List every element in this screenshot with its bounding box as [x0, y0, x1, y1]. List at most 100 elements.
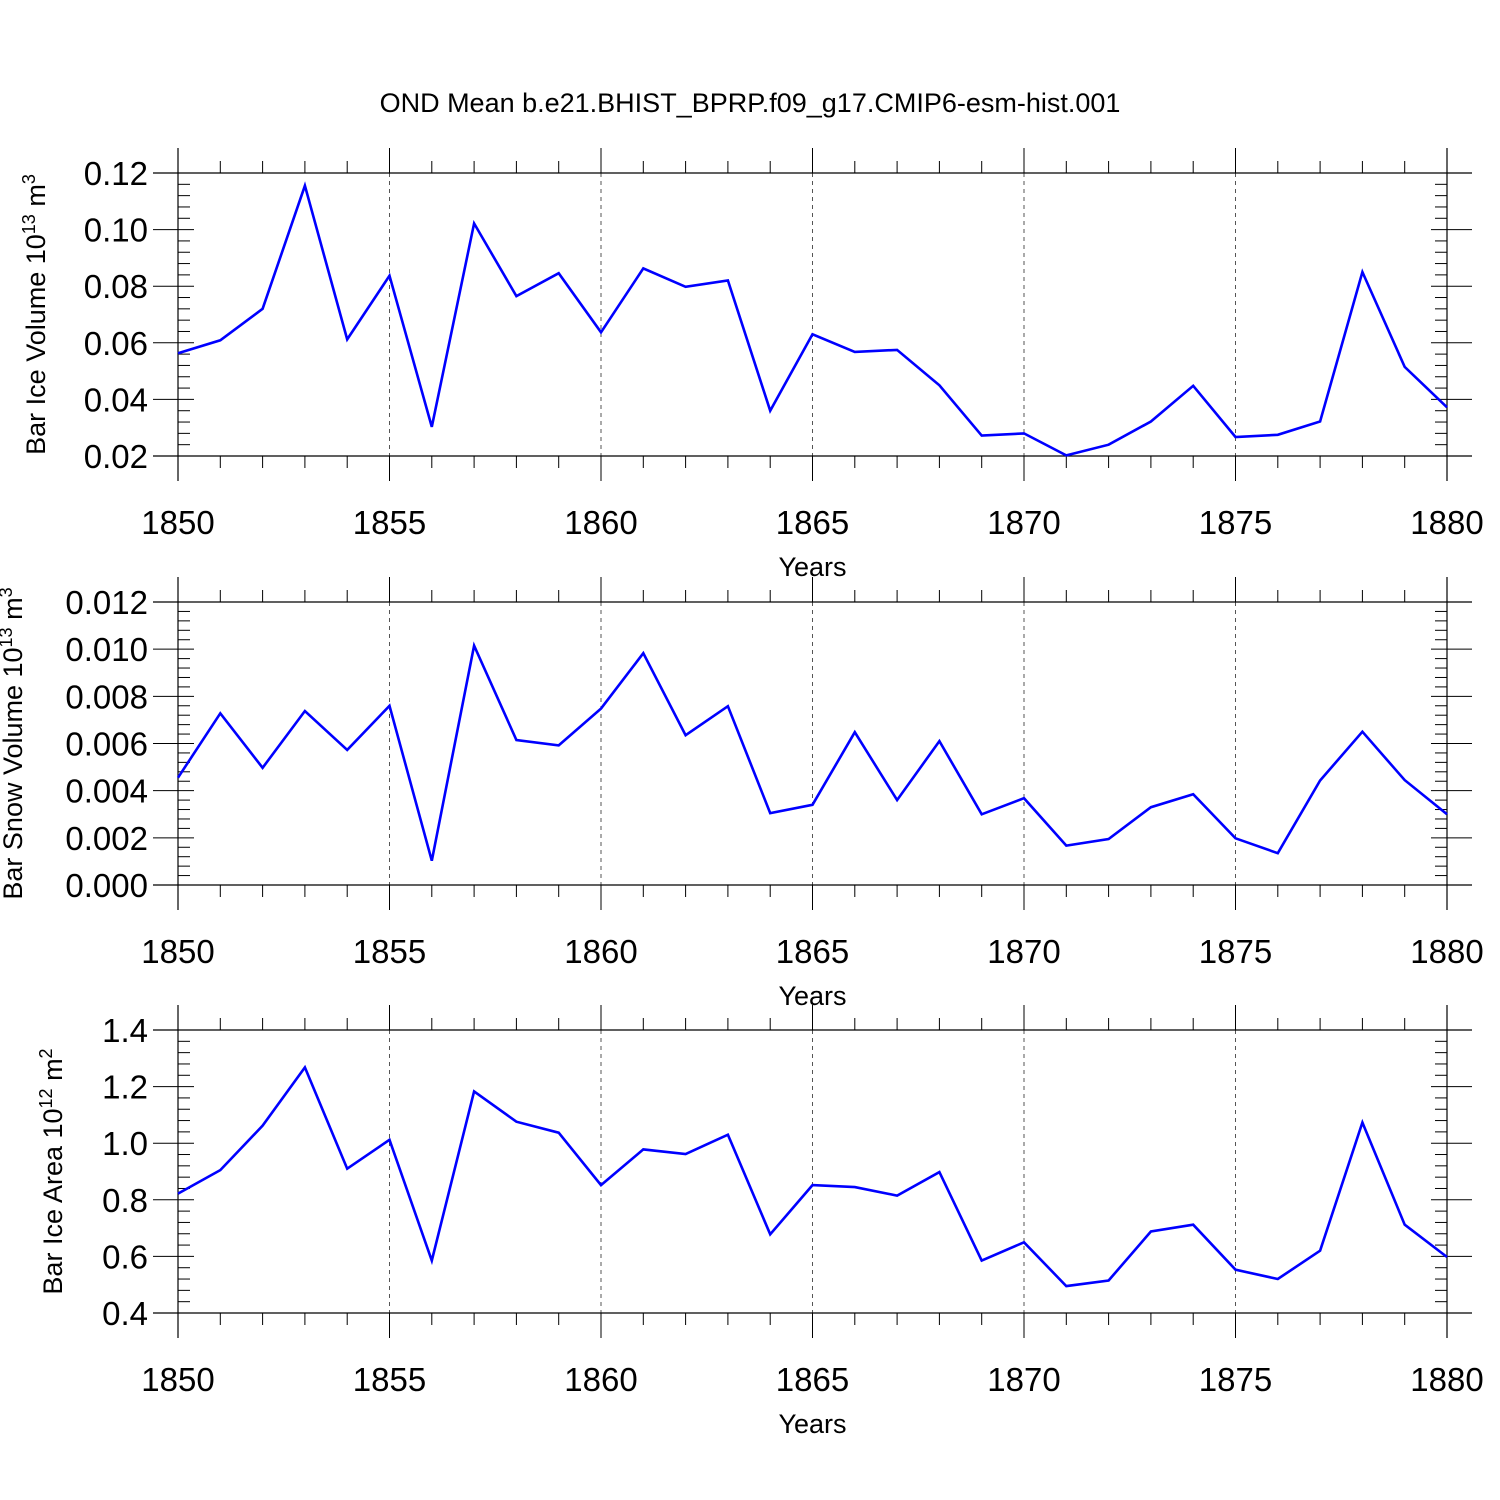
data-point	[473, 644, 476, 647]
data-point	[1446, 406, 1449, 409]
data-point	[388, 274, 391, 277]
x-tick-label: 1865	[776, 1361, 849, 1398]
data-point	[388, 1139, 391, 1142]
data-point	[1192, 385, 1195, 388]
x-tick-label: 1855	[353, 1361, 426, 1398]
data-point	[1065, 1285, 1068, 1288]
data-point	[1107, 1279, 1110, 1282]
data-point	[600, 331, 603, 334]
x-tick-label: 1875	[1199, 1361, 1272, 1398]
data-point	[304, 1066, 307, 1069]
y-tick-label: 0.02	[84, 438, 148, 475]
data-point	[684, 285, 687, 288]
data-point	[769, 812, 772, 815]
data-point	[811, 1184, 814, 1187]
data-point	[1403, 1223, 1406, 1226]
y-tick-label: 0.12	[84, 155, 148, 192]
data-point	[177, 776, 180, 779]
y-axis-label: Bar Ice Volume 1013 m3	[19, 174, 51, 455]
data-point	[854, 1186, 857, 1189]
data-point	[727, 279, 730, 282]
x-axis-label: Years	[778, 1409, 846, 1439]
data-point	[177, 352, 180, 355]
x-tick-label: 1865	[776, 933, 849, 970]
y-tick-label: 0.004	[65, 773, 148, 810]
y-tick-label: 0.08	[84, 268, 148, 305]
data-point	[1403, 779, 1406, 782]
data-point	[1361, 730, 1364, 733]
data-point	[1277, 433, 1280, 436]
data-point	[727, 1133, 730, 1136]
data-point	[515, 739, 518, 742]
x-tick-label: 1850	[141, 1361, 214, 1398]
data-point	[515, 1120, 518, 1123]
data-point	[600, 1184, 603, 1187]
y-tick-label: 0.04	[84, 381, 148, 418]
y-tick-label: 0.06	[84, 325, 148, 362]
y-tick-label: 0.010	[65, 631, 148, 668]
panels: 1850 1855 1860 1865 1870 1875 1880 0.02 0.04 0.06…	[0, 148, 1484, 1439]
data-point	[1319, 779, 1322, 782]
panel-2: 1850 1855 1860 1865 1870 1875 1880 0.000 0.002 0.…	[0, 577, 1484, 1011]
x-tick-label: 1865	[776, 504, 849, 541]
data-point	[557, 272, 560, 275]
data-point	[1023, 432, 1026, 435]
data-point	[304, 184, 307, 187]
data-point	[811, 333, 814, 336]
data-point	[1065, 844, 1068, 847]
data-point	[684, 734, 687, 737]
data-point	[1446, 813, 1449, 816]
data-point	[600, 707, 603, 710]
data-point	[642, 267, 645, 270]
data-point	[177, 1192, 180, 1195]
data-point	[727, 705, 730, 708]
data-point	[1361, 271, 1364, 274]
data-point	[896, 799, 899, 802]
data-point	[473, 222, 476, 225]
data-point	[431, 426, 434, 429]
data-point	[1403, 366, 1406, 369]
y-tick-label: 1.0	[102, 1125, 148, 1162]
data-point	[980, 813, 983, 816]
x-tick-label: 1880	[1410, 504, 1483, 541]
data-point	[1107, 443, 1110, 446]
panel-3: 1850 1855 1860 1865 1870 1875 1880 0.4 0.6 0.8 1.0…	[36, 1005, 1484, 1439]
data-point	[1234, 436, 1237, 439]
y-tick-label: 0.008	[65, 678, 148, 715]
data-point	[346, 749, 349, 752]
x-tick-label: 1870	[987, 504, 1060, 541]
data-point	[1150, 806, 1153, 809]
data-point	[1107, 838, 1110, 841]
data-point	[1023, 1241, 1026, 1244]
data-point	[219, 339, 222, 342]
data-point	[1446, 1256, 1449, 1259]
data-point	[261, 766, 264, 769]
data-point	[431, 1259, 434, 1262]
y-tick-label: 0.000	[65, 867, 148, 904]
data-point	[261, 1124, 264, 1127]
y-tick-label: 1.4	[102, 1012, 148, 1049]
data-point	[346, 1167, 349, 1170]
y-tick-label: 0.4	[102, 1295, 148, 1332]
data-point	[1234, 837, 1237, 840]
x-tick-label: 1880	[1410, 933, 1483, 970]
data-point	[431, 859, 434, 862]
data-point	[938, 740, 941, 743]
x-tick-label: 1855	[353, 504, 426, 541]
data-point	[811, 804, 814, 807]
series-line	[176, 641, 1448, 862]
y-tick-label: 0.8	[102, 1182, 148, 1219]
data-point	[219, 712, 222, 715]
data-point	[684, 1153, 687, 1156]
y-tick-label: 0.012	[65, 584, 148, 621]
x-tick-label: 1855	[353, 933, 426, 970]
data-point	[1150, 420, 1153, 423]
x-tick-label: 1880	[1410, 1361, 1483, 1398]
y-tick-label: 0.10	[84, 212, 148, 249]
y-axis-label: Bar Ice Area 1012 m2	[36, 1048, 68, 1294]
data-point	[896, 1194, 899, 1197]
figure-title: OND Mean b.e21.BHIST_BPRP.f09_g17.CMIP6-…	[380, 88, 1121, 118]
data-point	[980, 1259, 983, 1262]
